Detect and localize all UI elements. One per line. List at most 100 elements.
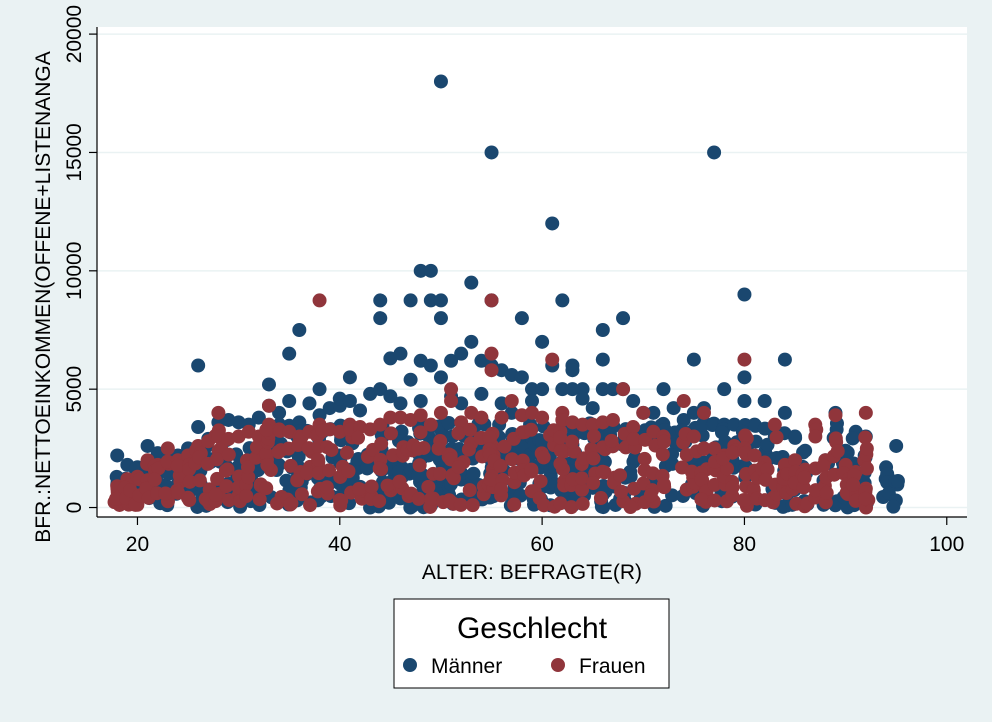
data-point-maenner xyxy=(433,74,448,89)
data-point-frauen xyxy=(858,491,873,506)
data-point-maenner xyxy=(737,370,752,385)
data-point-frauen xyxy=(613,468,628,483)
data-point-frauen xyxy=(484,363,499,378)
data-point-frauen xyxy=(686,429,701,444)
data-point-frauen xyxy=(623,500,638,515)
data-point-maenner xyxy=(441,416,456,431)
data-point-frauen xyxy=(553,443,568,458)
data-point-frauen xyxy=(738,428,753,443)
data-point-frauen xyxy=(433,405,448,420)
legend-label-maenner: Männer xyxy=(431,655,502,678)
y-tick-label: 5000 xyxy=(63,366,86,413)
y-tick-label: 10000 xyxy=(63,242,86,300)
data-point-maenner xyxy=(373,311,388,326)
data-point-frauen xyxy=(574,482,589,497)
data-point-frauen xyxy=(303,498,318,513)
data-point-maenner xyxy=(466,466,481,481)
data-point-maenner xyxy=(717,382,732,397)
data-point-frauen xyxy=(507,497,522,512)
data-point-maenner xyxy=(737,287,752,302)
data-point-maenner xyxy=(595,382,610,397)
data-point-frauen xyxy=(816,458,831,473)
data-point-frauen xyxy=(725,480,740,495)
data-point-frauen xyxy=(586,429,601,444)
data-point-maenner xyxy=(605,382,620,397)
data-point-frauen xyxy=(413,408,428,423)
data-point-frauen xyxy=(383,410,398,425)
data-point-frauen xyxy=(504,394,519,409)
data-point-frauen xyxy=(564,500,579,515)
data-point-maenner xyxy=(474,386,489,401)
data-point-frauen xyxy=(411,491,426,506)
data-point-frauen xyxy=(462,483,477,498)
data-point-maenner xyxy=(514,370,529,385)
data-point-frauen xyxy=(494,410,509,425)
y-axis-label: BFR.:NETTOEINKOMMEN(OFFENE+LISTENANGA xyxy=(32,51,55,542)
data-point-frauen xyxy=(626,431,641,446)
data-point-maenner xyxy=(423,263,438,278)
data-point-frauen xyxy=(575,417,590,432)
data-point-frauen xyxy=(483,472,498,487)
data-point-maenner xyxy=(666,401,681,416)
data-point-frauen xyxy=(595,464,610,479)
data-point-frauen xyxy=(846,477,861,492)
legend-label-frauen: Frauen xyxy=(579,655,646,678)
data-point-frauen xyxy=(643,488,658,503)
data-point-frauen xyxy=(451,460,466,475)
data-point-maenner xyxy=(575,391,590,406)
data-point-maenner xyxy=(525,382,539,397)
data-point-frauen xyxy=(219,479,234,494)
data-point-frauen xyxy=(444,382,459,397)
data-point-frauen xyxy=(221,447,236,462)
data-point-frauen xyxy=(411,441,426,456)
axes: 20 40 60 80 100 0 5000 10000 15000 20000 xyxy=(63,5,967,556)
data-point-frauen xyxy=(351,482,366,497)
data-point-maenner xyxy=(423,293,438,308)
data-point-frauen xyxy=(423,491,438,506)
data-point-maenner xyxy=(464,275,479,290)
data-point-frauen xyxy=(260,458,275,473)
data-point-maenner xyxy=(695,417,710,432)
data-point-maenner xyxy=(555,293,570,308)
data-point-frauen xyxy=(586,476,601,491)
data-point-maenner xyxy=(433,370,448,385)
data-point-frauen xyxy=(574,471,589,486)
data-point-maenner xyxy=(360,461,375,476)
data-point-frauen xyxy=(593,491,608,506)
data-point-frauen xyxy=(170,458,185,473)
data-point-frauen xyxy=(858,430,873,445)
data-point-frauen xyxy=(484,293,499,308)
data-point-frauen xyxy=(211,405,226,420)
data-point-frauen xyxy=(737,352,752,367)
data-point-frauen xyxy=(760,462,775,477)
data-point-maenner xyxy=(403,372,418,387)
data-point-maenner xyxy=(707,145,722,160)
data-point-frauen xyxy=(656,477,671,492)
data-point-frauen xyxy=(533,474,548,489)
data-point-frauen xyxy=(524,422,539,437)
data-point-frauen xyxy=(575,496,590,511)
data-point-maenner xyxy=(342,370,357,385)
legend-title: Geschlecht xyxy=(457,612,608,645)
data-point-maenner xyxy=(383,389,398,404)
data-point-maenner xyxy=(777,405,792,420)
data-point-frauen xyxy=(259,481,274,496)
data-point-maenner xyxy=(555,382,570,397)
x-tick-label: 60 xyxy=(530,533,553,556)
data-point-frauen xyxy=(332,424,347,439)
data-point-frauen xyxy=(413,425,428,440)
data-point-maenner xyxy=(525,394,539,409)
data-point-maenner xyxy=(484,145,499,160)
data-point-maenner xyxy=(845,431,860,446)
data-point-maenner xyxy=(535,334,550,349)
data-point-maenner xyxy=(413,263,428,278)
data-point-frauen xyxy=(364,479,379,494)
data-point-maenner xyxy=(585,401,600,416)
data-point-frauen xyxy=(738,492,753,507)
data-point-frauen xyxy=(494,482,509,497)
data-point-frauen xyxy=(656,434,671,449)
data-point-maenner xyxy=(110,448,125,463)
data-point-frauen xyxy=(380,478,395,493)
data-point-maenner xyxy=(353,403,368,418)
data-point-maenner xyxy=(890,473,905,488)
